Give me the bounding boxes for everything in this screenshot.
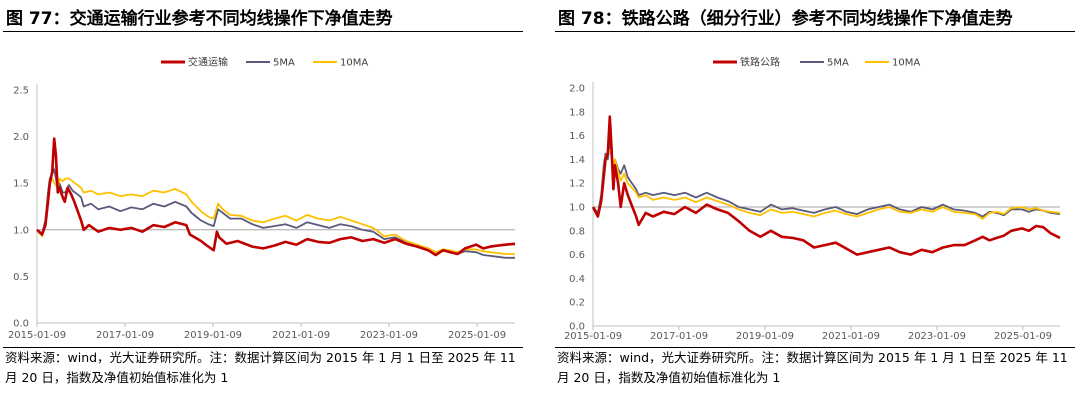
x-tick-label: 2023-01-09	[360, 330, 418, 341]
line-chart-transport: 0.0 0.5 1.0 1.5 2.0 2.5 2015-01-09 2017-01-09 20…	[8, 56, 516, 341]
figure-title: 图 78：铁路公路（细分行业）参考不同均线操作下净值走势	[558, 9, 1013, 29]
y-tick-label: 0.0	[13, 319, 29, 330]
source-note: 资料来源：wind，光大证券研究所。注：数据计算区间为 2015 年 1 月 1…	[557, 350, 1068, 385]
y-tick-label: 2.0	[13, 132, 29, 143]
chart-panel-left: 图 77：交通运输行业参考不同均线操作下净值走势 0.0 0.5 1.0 1.5 2.0…	[3, 0, 523, 410]
series-line-10ma	[36, 177, 515, 255]
title-divider	[3, 31, 523, 32]
y-tick-label: 2.5	[13, 86, 29, 97]
legend-label: 5MA	[273, 58, 295, 69]
series-line-5ma	[592, 140, 1061, 218]
figure-title: 图 77：交通运输行业参考不同均线操作下净值走势	[6, 9, 393, 29]
legend-label: 10MA	[340, 58, 368, 69]
y-tick-label: 1.8	[569, 107, 585, 118]
y-tick-label: 0.0	[569, 322, 585, 333]
series-line-10ma	[592, 149, 1061, 220]
y-tick-label: 1.4	[569, 155, 585, 166]
x-tick-label: 2025-01-09	[448, 330, 506, 341]
series-line-index	[591, 115, 1061, 256]
x-tick-label: 2019-01-09	[184, 330, 242, 341]
chart-panel-right: 图 78：铁路公路（细分行业）参考不同均线操作下净值走势 0.0 0.2 0.4 0.…	[555, 0, 1075, 410]
source-divider	[3, 347, 523, 348]
x-tick-label: 2019-01-09	[736, 331, 794, 342]
source-note: 资料来源：wind，光大证券研究所。注：数据计算区间为 2015 年 1 月 1…	[5, 350, 516, 385]
y-tick-label: 1.5	[13, 179, 29, 190]
x-tick-label: 2015-01-09	[8, 330, 66, 341]
series-line-index	[36, 137, 516, 257]
legend-label: 5MA	[827, 58, 849, 69]
title-divider	[555, 31, 1075, 32]
y-tick-label: 1.0	[13, 225, 29, 236]
legend-label: 铁路公路	[740, 56, 780, 69]
x-tick-label: 2021-01-09	[272, 330, 330, 341]
x-tick-label: 2015-01-09	[564, 331, 622, 342]
x-tick-label: 2023-01-09	[908, 331, 966, 342]
y-tick-label: 0.8	[569, 226, 585, 237]
x-tick-label: 2021-01-09	[822, 331, 880, 342]
y-tick-label: 0.6	[569, 250, 585, 261]
legend-label: 10MA	[892, 58, 920, 69]
y-tick-label: 0.5	[13, 272, 29, 283]
x-tick-label: 2025-01-09	[994, 331, 1052, 342]
y-tick-label: 0.2	[569, 298, 585, 309]
y-tick-label: 2.0	[569, 84, 585, 95]
x-tick-label: 2017-01-09	[96, 330, 154, 341]
y-tick-label: 0.4	[569, 274, 585, 285]
legend-label: 交通运输	[188, 56, 228, 69]
y-tick-label: 1.2	[569, 179, 585, 190]
y-tick-label: 1.6	[569, 131, 585, 142]
line-chart-railway-highway: 0.0 0.2 0.4 0.6 0.8 1.0 1.2 1.4 1.6 1.8 2.0 2015-01…	[564, 56, 1061, 342]
y-tick-label: 1.0	[569, 203, 585, 214]
x-tick-label: 2017-01-09	[650, 331, 708, 342]
source-divider	[555, 347, 1075, 348]
